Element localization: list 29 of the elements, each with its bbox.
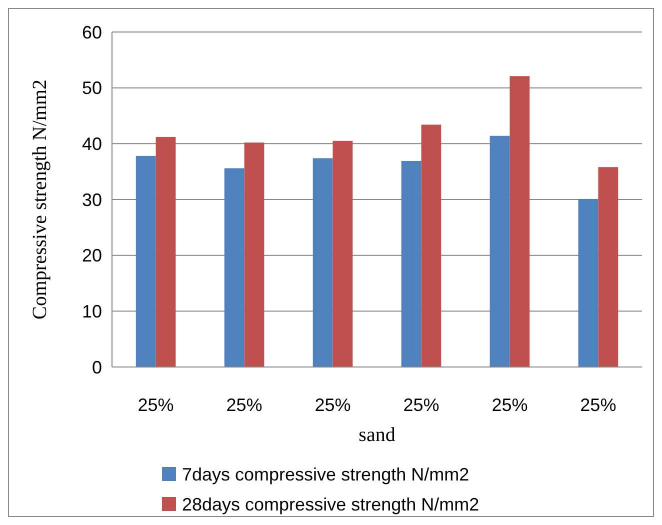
bar xyxy=(332,140,353,367)
x-tick-label: 25% xyxy=(138,395,174,415)
bar xyxy=(156,136,176,367)
y-tick-label: 30 xyxy=(82,190,102,210)
bar xyxy=(136,156,156,367)
bar xyxy=(312,158,333,367)
legend-label: 28days compressive strength N/mm2 xyxy=(182,494,480,514)
bar xyxy=(490,136,510,367)
y-tick-label: 10 xyxy=(82,301,102,322)
bar xyxy=(578,198,598,367)
x-tick-label: 25% xyxy=(314,395,351,415)
y-tick-label: 20 xyxy=(82,246,102,266)
y-tick-label: 0 xyxy=(92,357,102,378)
bar xyxy=(510,76,530,367)
y-tick-label: 60 xyxy=(82,22,102,42)
legend-label: 7days compressive strength N/mm2 xyxy=(182,464,470,484)
bar xyxy=(244,142,264,367)
bar xyxy=(421,124,442,367)
bar xyxy=(598,167,618,367)
y-tick-label: 50 xyxy=(82,78,102,98)
x-tick-label: 25% xyxy=(403,395,440,415)
x-axis-title: sand xyxy=(358,424,396,446)
x-tick-label: 25% xyxy=(226,395,262,415)
bar xyxy=(224,168,244,367)
y-axis-title: Compressive strength N/mm2 xyxy=(29,80,51,320)
x-tick-label: 25% xyxy=(492,395,528,415)
y-tick-label: 40 xyxy=(82,134,102,154)
x-tick-label: 25% xyxy=(580,395,616,415)
bar xyxy=(401,160,422,367)
